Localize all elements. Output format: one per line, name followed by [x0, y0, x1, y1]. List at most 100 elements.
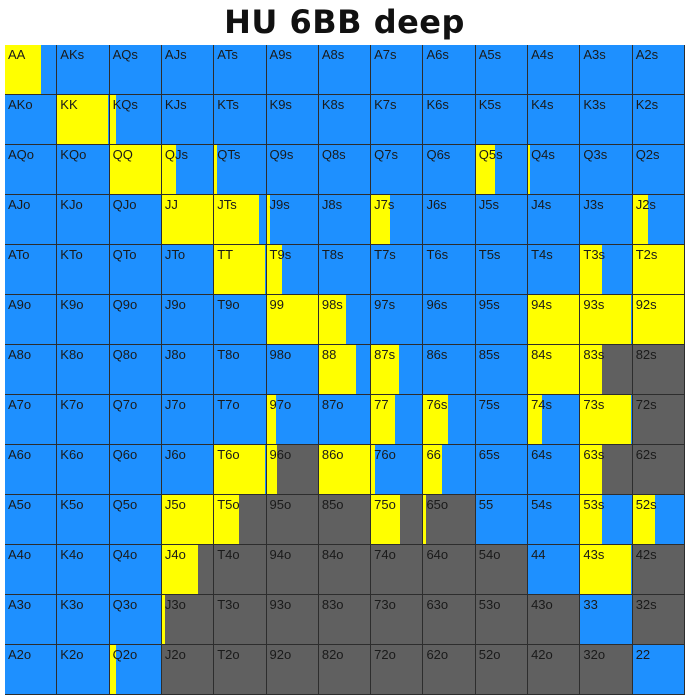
hand-cell: J4s [528, 195, 581, 245]
blue-fraction [475, 45, 527, 94]
hand-cell: 73s [580, 395, 633, 445]
hand-label: QQ [112, 147, 133, 162]
hand-cell: T6s [423, 245, 476, 295]
hand-cell: K8s [318, 95, 372, 145]
hand-label: 74o [374, 547, 396, 562]
hand-label: 73s [583, 397, 605, 412]
blue-fraction [266, 45, 318, 94]
hand-cell: A6s [423, 45, 476, 95]
blue-fraction [214, 395, 266, 444]
hand-cell: 53o [475, 595, 529, 645]
hand-cell: J9o [161, 295, 215, 345]
hand-label: A4o [8, 547, 32, 562]
hand-label: J5o [164, 497, 186, 512]
blue-fraction [275, 395, 318, 444]
hand-label: Q5o [112, 497, 138, 512]
hand-label: 76o [374, 447, 396, 462]
hand-label: J3o [164, 597, 186, 612]
blue-fraction [57, 345, 109, 394]
hand-label: K5s [478, 97, 502, 112]
yellow-fraction [266, 395, 276, 444]
blue-fraction [475, 495, 527, 544]
hand-cell: 98s [318, 295, 372, 345]
hand-label: 54s [531, 497, 553, 512]
yellow-fraction [266, 245, 282, 294]
blue-fraction [5, 345, 56, 394]
hand-cell: AQo [5, 145, 58, 195]
yellow-fraction [423, 445, 443, 494]
hand-label: 96s [426, 297, 448, 312]
hand-cell: 74s [528, 395, 581, 445]
blue-fraction [318, 395, 370, 444]
hand-cell: T5o [214, 495, 267, 545]
yellow-fraction [214, 495, 240, 544]
hand-cell: 97s [371, 295, 424, 345]
hand-cell: TT [214, 245, 267, 295]
hand-cell: J5s [475, 195, 529, 245]
hand-cell: ATs [214, 45, 267, 95]
hand-cell: 33 [580, 595, 633, 645]
hand-cell: K5s [475, 95, 529, 145]
hand-label: 96o [269, 447, 292, 462]
hand-label: J3s [583, 197, 604, 212]
hand-label: 83s [583, 347, 605, 362]
hand-cell: 95s [475, 295, 529, 345]
hand-label: A3s [583, 47, 606, 62]
hand-label: 86s [426, 347, 448, 362]
hand-cell: 74o [371, 545, 424, 595]
blue-fraction [399, 345, 423, 394]
gray-fraction [426, 495, 475, 544]
hand-cell: A8o [5, 345, 58, 395]
hand-label: Q2o [112, 647, 138, 662]
hand-label: Q6s [426, 147, 451, 162]
hand-label: 63o [426, 597, 449, 612]
hand-label: 88 [321, 347, 337, 362]
hand-cell: K9s [266, 95, 319, 145]
hand-label: QJs [164, 147, 189, 162]
hand-cell: K7o [57, 395, 110, 445]
blue-fraction [5, 395, 56, 444]
hand-label: AKs [60, 47, 85, 62]
hand-cell: J5o [161, 495, 215, 545]
hand-cell: QJs [161, 145, 215, 195]
hand-label: A7s [374, 47, 397, 62]
blue-fraction [371, 245, 423, 294]
hand-cell: T4o [214, 545, 267, 595]
hand-label: T6s [426, 247, 449, 262]
blue-fraction [423, 195, 475, 244]
hand-cell: AKs [57, 45, 110, 95]
blue-fraction [161, 395, 213, 444]
yellow-fraction [475, 145, 495, 194]
hand-label: 95o [269, 497, 292, 512]
blue-fraction [57, 245, 109, 294]
gray-fraction [475, 595, 528, 644]
hand-cell: 62s [632, 445, 685, 495]
hand-label: Q7s [374, 147, 398, 162]
hand-cell: AJo [5, 195, 58, 245]
gray-fraction [214, 545, 266, 594]
hand-cell: 94s [528, 295, 581, 345]
blue-fraction [57, 595, 109, 644]
hand-cell: 76s [423, 395, 476, 445]
yellow-fraction [371, 345, 400, 394]
hand-label: 63s [583, 447, 605, 462]
blue-fraction [161, 95, 213, 144]
hand-label: AJo [8, 197, 31, 212]
hand-label: 42o [531, 647, 553, 662]
hand-label: T9o [217, 297, 240, 312]
hand-label: KQo [60, 147, 87, 162]
hand-cell: 83s [580, 345, 633, 395]
hand-label: Q9s [269, 147, 294, 162]
hand-cell: 73o [371, 595, 424, 645]
hand-label: Q8s [321, 147, 346, 162]
hand-label: 86o [321, 447, 344, 462]
yellow-fraction [423, 395, 449, 444]
hand-label: K9s [269, 97, 292, 112]
hand-label: 84o [321, 547, 344, 562]
gray-fraction [371, 645, 423, 694]
blue-fraction [542, 395, 580, 444]
hand-label: 54o [478, 547, 501, 562]
hand-cell: 87o [318, 395, 372, 445]
gray-fraction [197, 545, 214, 594]
blue-fraction [161, 445, 213, 494]
